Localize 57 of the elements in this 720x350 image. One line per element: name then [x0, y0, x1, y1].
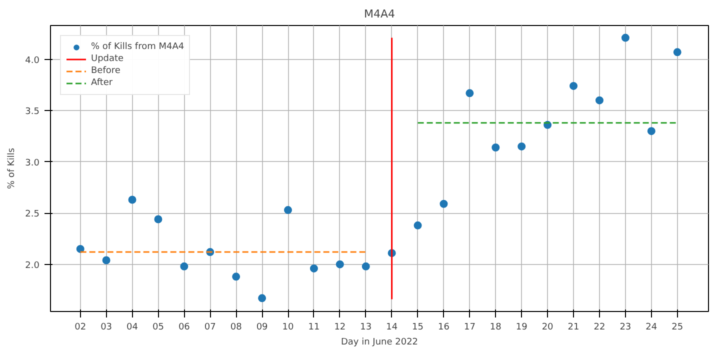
x-tick-label: 14: [386, 322, 398, 332]
point: [492, 143, 500, 152]
x-tick-label: 07: [204, 322, 216, 332]
point: [595, 96, 604, 104]
point: [362, 262, 370, 270]
x-tick-label: 15: [412, 322, 424, 332]
legend-label: After: [91, 77, 113, 89]
point: [76, 244, 84, 253]
legend-label: Before: [91, 65, 120, 77]
point: [310, 264, 318, 272]
point: [180, 262, 188, 270]
x-tick-label: 04: [126, 322, 138, 332]
x-tick-label: 05: [152, 322, 164, 332]
x-tick-label: 25: [672, 322, 684, 332]
x-tick-label: 03: [100, 322, 112, 332]
chart-title: M4A4: [364, 8, 396, 20]
x-tick-label: 13: [360, 322, 372, 332]
y-axis-title: % of Kills: [7, 148, 18, 190]
x-axis-title: Day in June 2022: [340, 338, 418, 348]
point: [647, 127, 656, 136]
point: [621, 34, 630, 42]
x-tick-label: 12: [334, 322, 346, 332]
point: [518, 142, 526, 150]
y-tick-label: 2.0: [25, 260, 40, 271]
x-tick-label: 18: [490, 322, 502, 332]
point: [466, 89, 474, 98]
point: [102, 256, 110, 264]
x-tick-label: 21: [568, 322, 580, 332]
y-tick-label: 3.5: [25, 107, 40, 118]
point: [440, 200, 448, 208]
x-tick-label: 09: [256, 322, 268, 332]
legend-label: Update: [91, 53, 124, 65]
x-tick-label: 17: [464, 322, 476, 332]
x-tick-label: 11: [308, 322, 320, 332]
x-tick-label: 20: [542, 322, 554, 332]
x-tick-label: 08: [230, 322, 242, 332]
point: [128, 196, 136, 204]
point: [673, 48, 682, 56]
y-tick-label: 4.0: [25, 56, 40, 66]
x-tick-label: 22: [594, 322, 606, 332]
point: [232, 272, 240, 281]
y-tick-label: 3.0: [25, 158, 40, 168]
x-tick-label: 02: [74, 322, 86, 332]
x-tick-label: 19: [516, 322, 528, 332]
point: [570, 82, 578, 90]
x-tick-label: 06: [178, 322, 190, 332]
point: [336, 260, 344, 268]
legend-label: % of Kills from M4A4: [91, 41, 184, 53]
point: [414, 221, 422, 230]
point: [284, 206, 292, 214]
point: [154, 215, 162, 224]
x-tick-label: 23: [620, 322, 632, 332]
point: [258, 294, 266, 302]
y-tick-label: 2.5: [25, 210, 40, 220]
x-tick-label: 10: [282, 322, 294, 332]
x-tick-label: 24: [646, 322, 658, 332]
x-tick-label: 16: [438, 322, 450, 332]
